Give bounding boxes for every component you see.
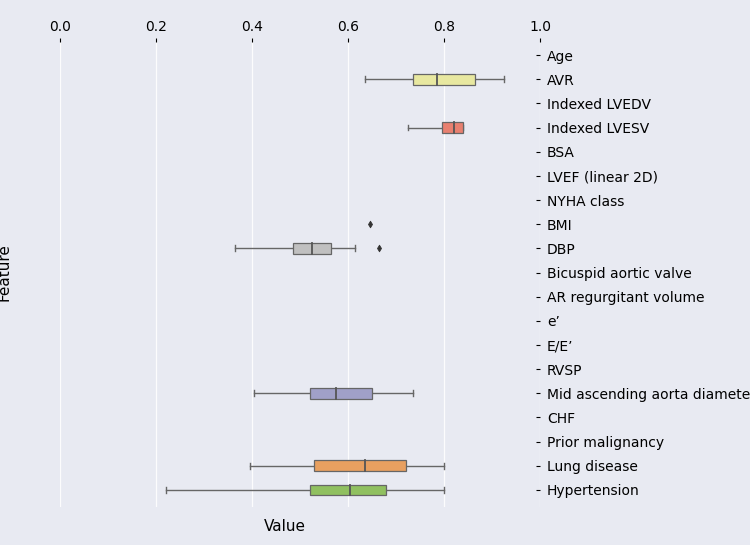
Bar	[292, 243, 332, 254]
Bar	[310, 388, 372, 399]
Y-axis label: Feature: Feature	[0, 244, 11, 301]
Bar	[314, 461, 406, 471]
Bar	[413, 74, 476, 84]
Bar	[310, 485, 386, 495]
Bar	[442, 122, 464, 133]
Text: Value: Value	[264, 519, 306, 534]
